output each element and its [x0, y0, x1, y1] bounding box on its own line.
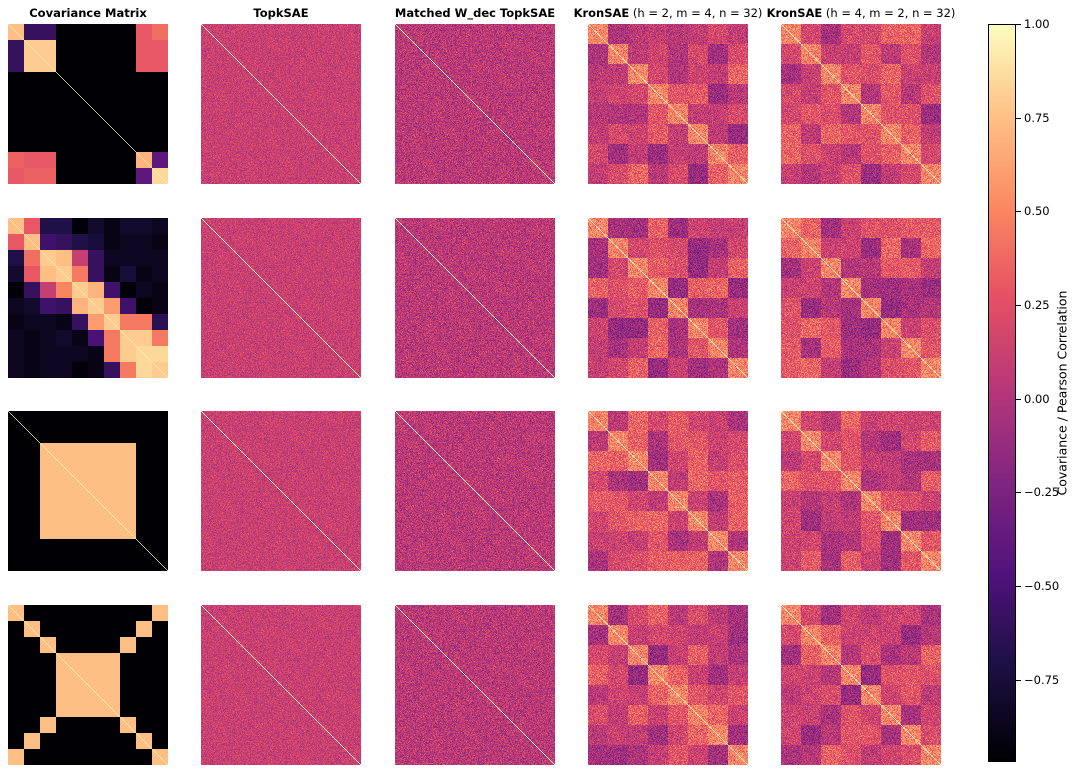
heatmap-kron_b-row-2: [781, 218, 941, 378]
column-title-text: Matched W_dec TopkSAE: [394, 6, 556, 20]
column-title-params: (h = 4, m = 2, n = 32): [822, 6, 956, 20]
heatmap-cov-row-3: [8, 411, 168, 571]
colorbar-tick: [1016, 24, 1021, 25]
heatmap-matched-row-2: [395, 218, 555, 378]
colorbar-tick-label: −0.50: [1024, 579, 1060, 593]
heatmap-canvas: [201, 605, 361, 765]
column-title-text: KronSAE: [573, 6, 630, 20]
heatmap-kron_a-row-1: [588, 24, 748, 184]
heatmap-canvas: [201, 411, 361, 571]
heatmap-cov-row-2: [8, 218, 168, 378]
colorbar-tick: [1016, 680, 1021, 681]
heatmap-matched-row-3: [395, 411, 555, 571]
column-title-text: TopkSAE: [253, 6, 309, 20]
heatmap-canvas: [781, 218, 941, 378]
colorbar-tick-label: 0.75: [1024, 111, 1050, 125]
heatmap-canvas: [8, 218, 168, 378]
column-title-text: Covariance Matrix: [29, 6, 147, 20]
colorbar-tick-label: −0.25: [1024, 485, 1060, 499]
heatmap-canvas: [588, 24, 748, 184]
heatmap-canvas: [588, 411, 748, 571]
heatmap-cov-row-4: [8, 605, 168, 765]
heatmap-topk-row-1: [201, 24, 361, 184]
column-title-params: (h = 2, m = 4, n = 32): [629, 6, 763, 20]
heatmap-canvas: [8, 24, 168, 184]
heatmap-kron_a-row-2: [588, 218, 748, 378]
heatmap-canvas: [8, 605, 168, 765]
heatmap-canvas: [588, 218, 748, 378]
heatmap-kron_b-row-3: [781, 411, 941, 571]
colorbar-tick: [1016, 118, 1021, 119]
colorbar-tick: [1016, 586, 1021, 587]
column-title-cov: Covariance Matrix: [0, 5, 208, 21]
heatmap-canvas: [395, 218, 555, 378]
colorbar-tick: [1016, 492, 1021, 493]
column-title-topk: TopkSAE: [161, 5, 401, 21]
heatmap-kron_b-row-1: [781, 24, 941, 184]
heatmap-canvas: [8, 411, 168, 571]
heatmap-matched-row-1: [395, 24, 555, 184]
column-title-kron_a: KronSAE (h = 2, m = 4, n = 32): [548, 5, 788, 21]
colorbar: [988, 24, 1016, 762]
colorbar-tick-label: 1.00: [1024, 17, 1050, 31]
heatmap-canvas: [395, 24, 555, 184]
colorbar-tick: [1016, 399, 1021, 400]
column-title-kron_b: KronSAE (h = 4, m = 2, n = 32): [741, 5, 981, 21]
heatmap-canvas: [395, 605, 555, 765]
heatmap-cov-row-1: [8, 24, 168, 184]
heatmap-canvas: [781, 24, 941, 184]
heatmap-canvas: [588, 605, 748, 765]
colorbar-tick: [1016, 305, 1021, 306]
colorbar-tick-label: 0.00: [1024, 392, 1050, 406]
heatmap-kron_a-row-4: [588, 605, 748, 765]
heatmap-canvas: [395, 411, 555, 571]
heatmap-matched-row-4: [395, 605, 555, 765]
heatmap-kron_b-row-4: [781, 605, 941, 765]
heatmap-topk-row-4: [201, 605, 361, 765]
heatmap-topk-row-3: [201, 411, 361, 571]
heatmap-topk-row-2: [201, 218, 361, 378]
heatmap-canvas: [201, 218, 361, 378]
colorbar-tick: [1016, 211, 1021, 212]
column-title-matched: Matched W_dec TopkSAE: [355, 5, 595, 21]
column-title-text: KronSAE: [766, 6, 823, 20]
heatmap-canvas: [201, 24, 361, 184]
heatmap-canvas: [781, 605, 941, 765]
colorbar-tick-label: −0.75: [1024, 673, 1060, 687]
colorbar-label: Covariance / Pearson Correlation: [1054, 290, 1070, 496]
colorbar-tick-label: 0.50: [1024, 204, 1050, 218]
colorbar-tick-label: 0.25: [1024, 298, 1050, 312]
heatmap-canvas: [781, 411, 941, 571]
heatmap-kron_a-row-3: [588, 411, 748, 571]
